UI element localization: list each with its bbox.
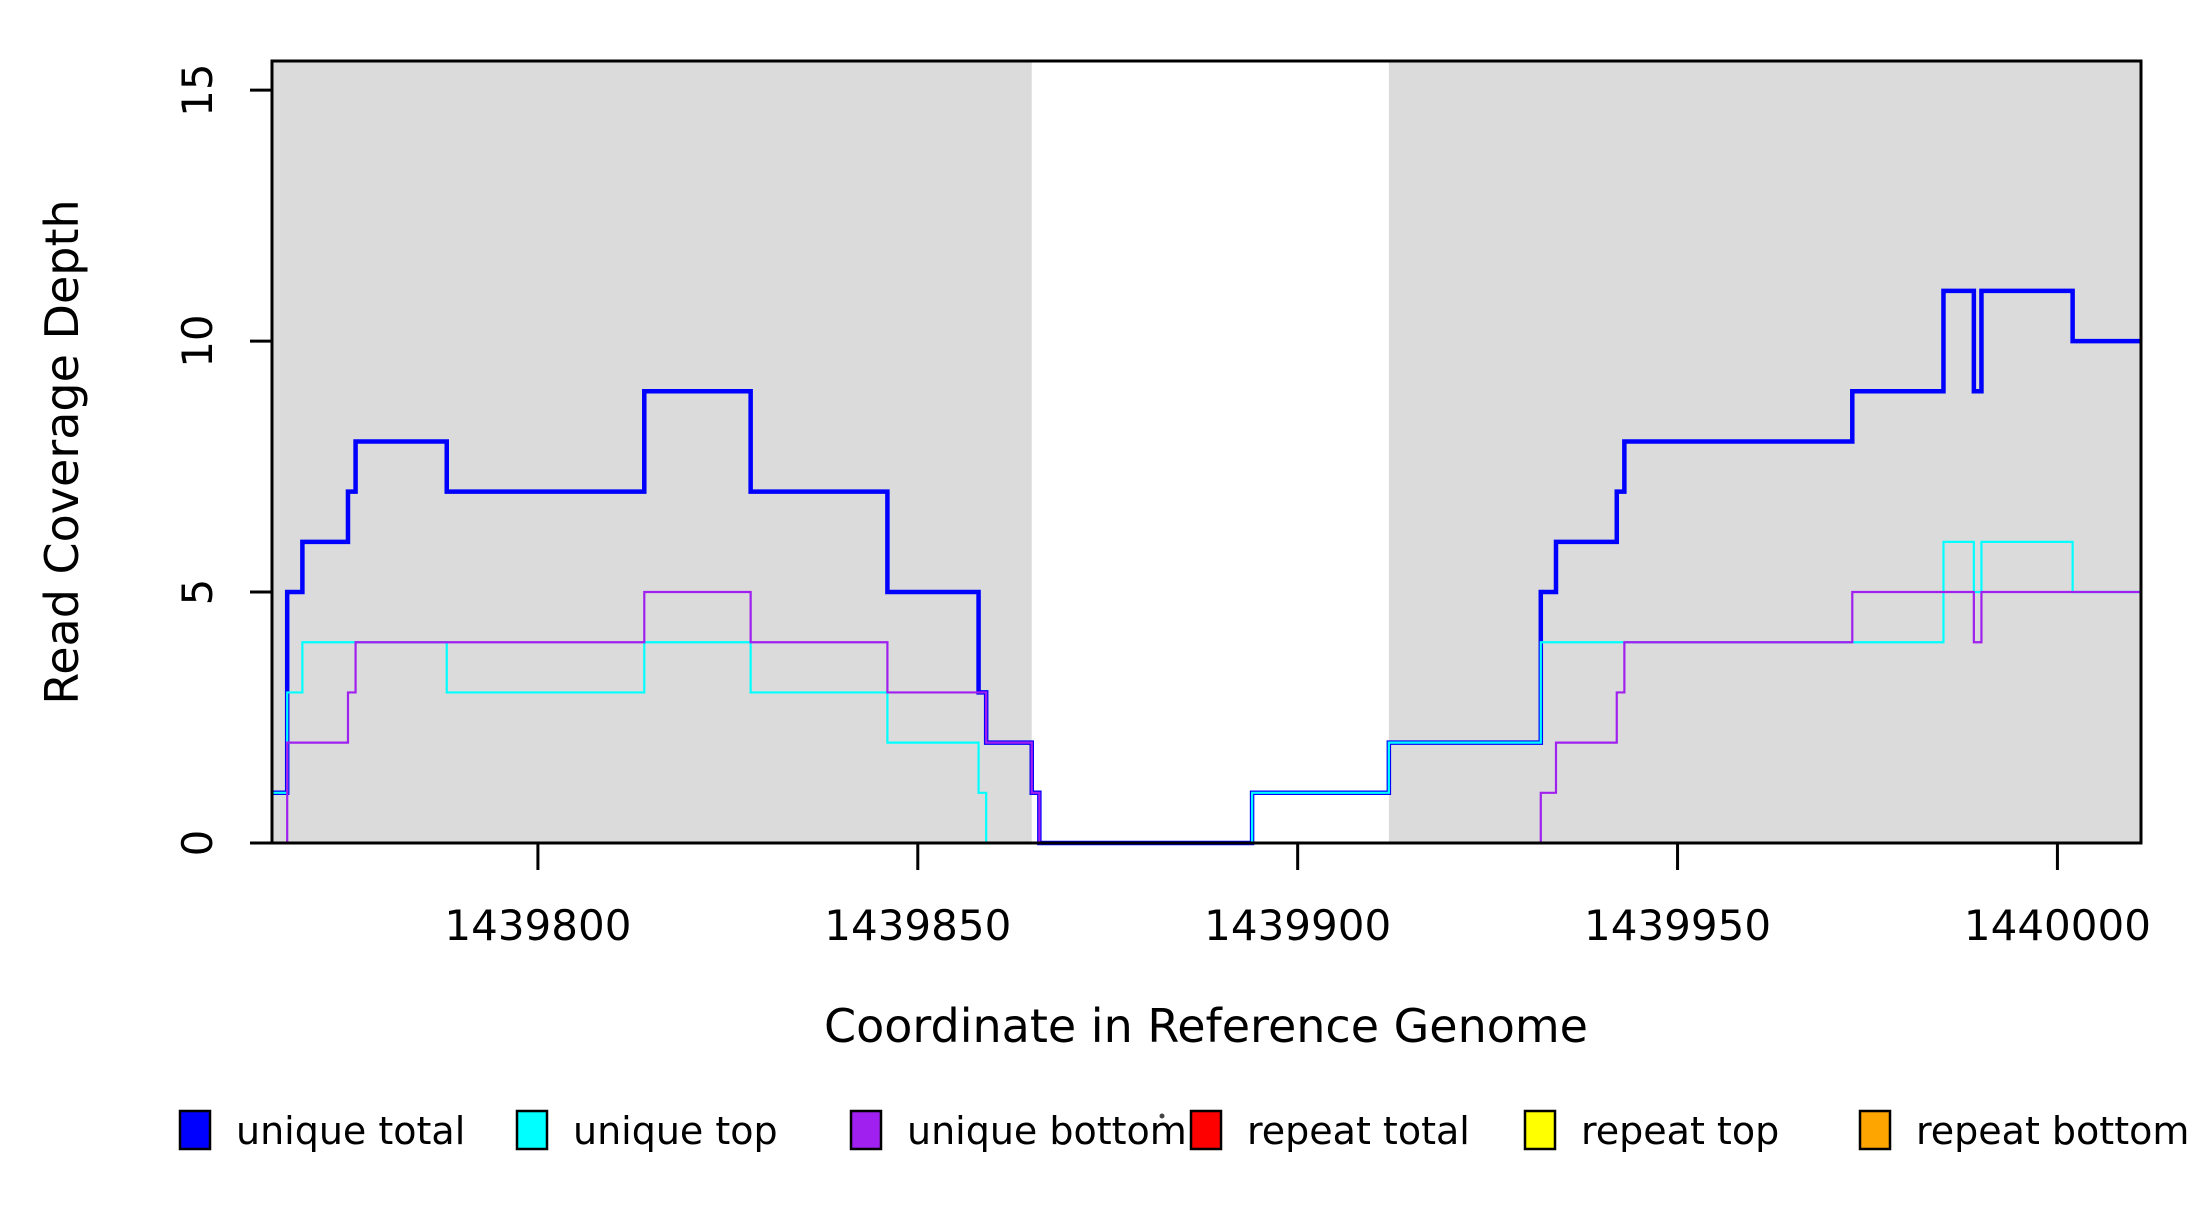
- shaded-region: [1388, 61, 2141, 843]
- legend-swatch-unique-bottom: [849, 1109, 883, 1151]
- legend-swatch-repeat-total: [1189, 1109, 1223, 1151]
- legend-swatch-repeat-top: [1523, 1109, 1557, 1151]
- legend: unique total unique top unique bottom repea…: [178, 1109, 2189, 1153]
- plot-box-outline: [270, 59, 2143, 845]
- shaded-region: [272, 61, 1032, 843]
- legend-swatch-unique-top: [515, 1109, 549, 1151]
- x-axis-tick-label: 1440000: [1964, 901, 2151, 950]
- legend-label-repeat-total: repeat total: [1247, 1109, 1470, 1153]
- axis-ticks: 1439800 1439850 1439900 1439950 1440000 0 5 10 1…: [173, 63, 2151, 950]
- legend-label-unique-bottom: unique bottom: [907, 1109, 1187, 1153]
- y-axis-tick-label: 0: [173, 830, 222, 857]
- x-axis-label: Coordinate in Reference Genome: [824, 999, 1588, 1053]
- stray-dot: [1159, 1113, 1165, 1119]
- plot-box: [270, 59, 2143, 845]
- y-axis-tick-label: 15: [173, 63, 222, 116]
- y-axis-tick-label: 5: [173, 579, 222, 606]
- x-axis-tick-label: 1439850: [824, 901, 1011, 950]
- y-axis-tick-label: 10: [173, 314, 222, 367]
- legend-swatch-repeat-bottom: [1858, 1109, 1892, 1151]
- legend-label-unique-top: unique top: [573, 1109, 778, 1153]
- x-axis-tick-label: 1439900: [1204, 901, 1391, 950]
- x-axis-tick-label: 1439950: [1584, 901, 1771, 950]
- y-axis-label: Read Coverage Depth: [35, 199, 89, 704]
- shaded-regions: [272, 61, 2141, 843]
- legend-swatch-unique-total: [178, 1109, 212, 1151]
- legend-label-repeat-bottom: repeat bottom: [1916, 1109, 2189, 1153]
- legend-label-repeat-top: repeat top: [1581, 1109, 1779, 1153]
- legend-label-unique-total: unique total: [236, 1109, 465, 1153]
- x-axis-tick-label: 1439800: [444, 901, 631, 950]
- series-unique-bottom: [272, 590, 2141, 845]
- series-unique-top: [272, 540, 2141, 845]
